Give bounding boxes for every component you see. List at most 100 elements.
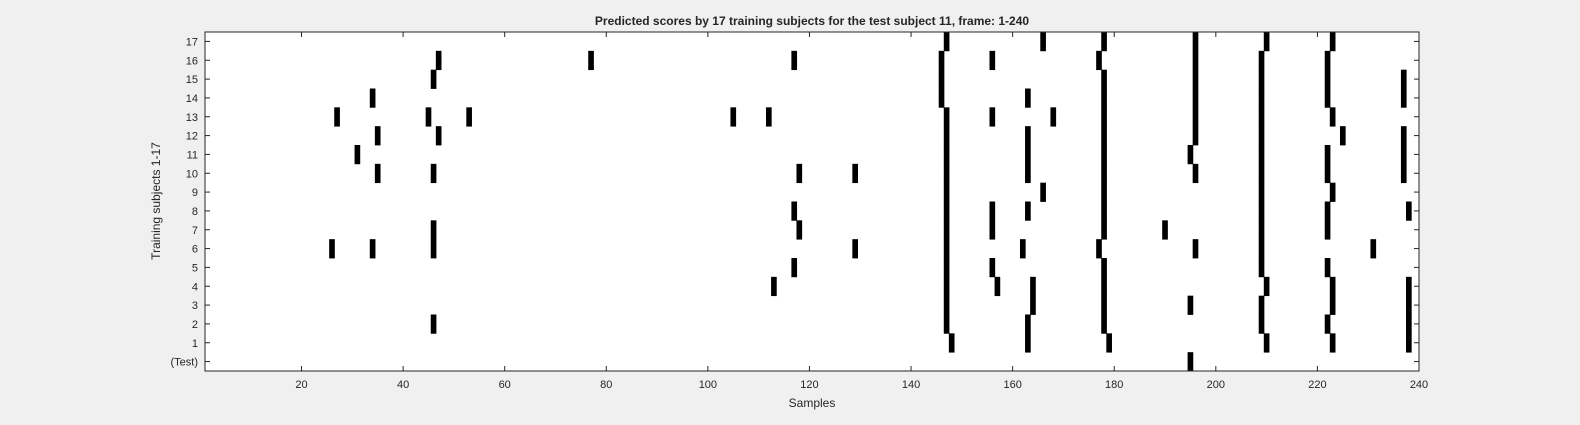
score-mark [1400,88,1407,108]
score-mark [425,107,432,127]
score-mark [1030,295,1036,315]
score-mark [1329,276,1336,297]
score-mark [1370,239,1377,259]
score-mark [1263,333,1270,353]
score-mark [943,258,950,278]
score-mark [1258,145,1265,165]
score-mark [1192,239,1199,259]
y-tick-label: 6 [192,244,198,256]
score-mark [1258,295,1265,315]
score-mark [1101,107,1107,127]
score-mark [852,163,859,184]
score-mark [1101,126,1107,146]
score-mark [1258,126,1265,146]
data-marks [329,32,1412,372]
y-tick-label: 15 [186,74,198,86]
score-mark [1263,276,1270,297]
score-mark [1324,201,1331,221]
score-mark [938,88,945,108]
y-tick-label: 9 [192,187,198,199]
score-mark [374,126,381,146]
score-mark [369,88,376,108]
score-mark [796,220,803,240]
score-mark [1096,239,1102,259]
score-mark [1025,126,1031,146]
score-mark [1101,258,1107,278]
score-mark [1406,295,1412,315]
score-mark [1025,201,1031,221]
score-mark [1324,145,1331,165]
score-mark [1192,88,1199,108]
score-mark [1040,32,1046,52]
score-mark [1025,314,1031,334]
y-tick-label: 13 [186,112,198,124]
y-axis-label: Training subjects 1-17 [149,142,163,260]
score-mark [435,50,442,71]
x-tick-label: 200 [1207,379,1225,391]
score-mark [1324,220,1331,240]
score-mark [329,239,335,259]
score-mark [1329,107,1336,127]
plot-frame [204,31,1420,372]
score-mark [1192,107,1199,127]
score-mark [791,258,798,278]
score-mark [1096,50,1102,71]
score-mark [1258,314,1265,334]
score-mark [989,50,996,71]
score-mark [1101,295,1107,315]
score-mark [430,314,437,334]
score-mark [1101,69,1107,89]
y-tick-label: 2 [192,319,198,331]
y-tick-label: 17 [186,36,198,48]
score-mark [938,69,945,89]
score-mark [943,201,950,221]
score-mark [1324,88,1331,108]
score-mark [1101,276,1107,297]
score-mark [1400,69,1407,89]
score-mark [1258,220,1265,240]
score-mark [765,107,772,127]
score-mark [791,201,798,221]
score-mark [1324,163,1331,184]
score-mark [1329,295,1336,315]
x-tick-label: 140 [902,379,920,391]
score-mark [1258,201,1265,221]
score-mark [943,314,950,334]
score-mark [1101,201,1107,221]
y-tick-label: 8 [192,206,198,218]
score-mark [1025,333,1031,353]
score-mark [1258,182,1265,202]
x-tick-label: 160 [1003,379,1021,391]
x-tick-label: 80 [600,379,612,391]
score-mark [943,182,950,202]
score-mark [1162,220,1168,240]
score-mark [1101,32,1107,52]
score-mark [334,107,340,127]
x-tick-label: 180 [1105,379,1123,391]
score-mark [943,107,950,127]
score-mark [1019,239,1026,259]
x-axis: 20 40 60 80 100 120 140 160 180 200 220 240 [295,32,1428,391]
score-mark [938,50,945,71]
score-mark [1025,145,1031,165]
score-mark [943,163,950,184]
score-mark [1329,32,1336,52]
x-tick-label: 120 [800,379,818,391]
score-mark [435,126,442,146]
score-mark [989,107,996,127]
score-mark [730,107,737,127]
score-mark [943,145,950,165]
y-tick-label: 14 [186,93,198,105]
score-mark [791,50,798,71]
score-mark [943,126,950,146]
y-tick-label: (Test) [171,357,199,369]
score-mark [430,220,437,240]
score-mark [1324,258,1331,278]
score-mark [1187,145,1194,165]
score-mark [430,163,437,184]
y-tick-label: 11 [187,149,198,161]
score-mark [1101,314,1107,334]
x-tick-label: 20 [295,379,307,391]
score-mark [1258,163,1265,184]
